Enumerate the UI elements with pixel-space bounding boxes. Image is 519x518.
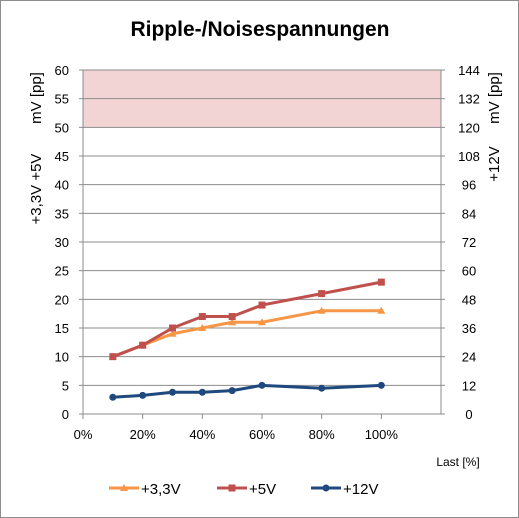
data-point	[139, 391, 147, 399]
data-point	[377, 381, 385, 389]
left-tick-label: 45	[55, 149, 69, 164]
left-tick-label: 25	[55, 264, 69, 279]
right-tick-label: 96	[462, 178, 476, 193]
left-tick-label: 60	[55, 63, 69, 78]
data-point	[228, 318, 237, 326]
left-tick-label: 55	[55, 92, 69, 107]
x-tick-label: 20%	[130, 427, 156, 442]
right-tick-label: 60	[462, 264, 476, 279]
left-axis-unit-label: mV [pp]	[28, 72, 45, 124]
x-axis-label: Last [%]	[436, 455, 479, 469]
data-point	[258, 301, 266, 309]
legend-swatch-marker	[120, 484, 128, 491]
series-line	[112, 280, 382, 359]
x-tick-label: 100%	[365, 427, 399, 442]
left-tick-label: 30	[55, 235, 69, 250]
x-tick-label: 60%	[249, 427, 275, 442]
chart-title: Ripple-/Noisespannungen	[130, 18, 389, 41]
right-tick-label: 12	[462, 378, 476, 393]
series-line	[112, 383, 382, 399]
left-tick-label: 50	[55, 120, 69, 135]
right-tick-label: 144	[458, 63, 480, 78]
data-point	[198, 324, 207, 331]
left-axis-rails-label: +3,3V +5V	[28, 154, 45, 225]
data-point	[258, 381, 266, 389]
legend-label: +12V	[343, 481, 378, 498]
right-tick-label: 72	[462, 235, 476, 250]
legend-label: +3,3V	[141, 481, 181, 498]
data-point	[317, 306, 326, 314]
data-point	[228, 313, 236, 321]
left-tick-label: 0	[62, 407, 69, 422]
right-tick-label: 36	[462, 321, 476, 336]
data-point	[109, 353, 117, 361]
data-point	[318, 384, 326, 392]
right-tick-label: 132	[458, 92, 480, 107]
left-tick-label: 15	[55, 321, 69, 336]
x-tick-label: 0%	[74, 427, 93, 442]
right-tick-label: 84	[462, 206, 476, 221]
data-point	[169, 388, 176, 396]
data-point	[228, 387, 236, 395]
data-point	[377, 306, 386, 314]
series-line	[112, 309, 382, 359]
right-axis-rails-label: +12V	[486, 146, 503, 181]
data-point	[168, 329, 177, 337]
legend-swatch-marker	[322, 484, 330, 492]
left-tick-label: 20	[55, 292, 69, 307]
right-tick-label: 48	[462, 292, 476, 307]
legend-swatch-marker	[228, 484, 236, 492]
right-tick-label: 0	[465, 407, 472, 422]
data-point	[139, 341, 147, 349]
data-point	[318, 290, 326, 298]
left-tick-label: 40	[55, 178, 69, 193]
legend-label: +5V	[249, 481, 276, 498]
left-tick-label: 10	[55, 350, 69, 365]
data-point	[258, 318, 266, 326]
left-tick-label: 5	[62, 378, 69, 393]
data-point	[377, 278, 385, 286]
right-tick-label: 24	[462, 350, 476, 365]
right-tick-label: 108	[458, 149, 480, 164]
data-point	[198, 313, 206, 321]
right-tick-label: 120	[458, 120, 480, 135]
data-point	[198, 388, 206, 396]
left-tick-label: 35	[55, 206, 69, 221]
x-tick-label: 80%	[309, 427, 335, 442]
data-point	[169, 324, 176, 332]
x-tick-label: 40%	[189, 427, 215, 442]
right-axis-unit-label: mV [pp]	[486, 72, 503, 124]
data-point	[109, 393, 117, 401]
